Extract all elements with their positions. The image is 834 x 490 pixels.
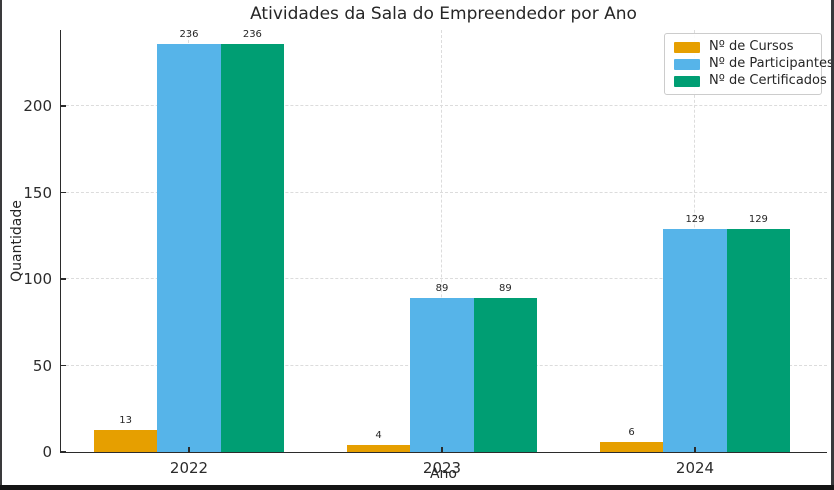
bar [346,445,411,452]
gridline-vertical [441,30,443,452]
bar-value-label: 236 [179,28,199,40]
bar-value-label: 236 [242,28,262,40]
y-tick-label: 0 [42,443,52,461]
bar [157,43,221,452]
bar [220,43,285,452]
bar-value-label: 89 [435,283,449,295]
x-tick [694,446,696,452]
window-border-right [831,0,834,490]
y-tick [61,105,66,107]
legend-item: Nº de Certificados [674,74,827,88]
y-tick-label: 200 [23,97,52,116]
gridline-horizontal [61,105,827,107]
y-tick-label: 100 [23,270,52,289]
legend-item: Nº de Participantes [674,57,834,71]
bar-value-label: 89 [499,283,512,295]
bar-value-label: 4 [375,430,382,442]
bar [410,298,474,452]
y-tick [61,191,66,194]
bar [726,228,791,452]
y-tick [61,278,66,280]
legend: Nº de Cursos Nº de Participantes Nº de Cer… [664,33,834,95]
legend-label: Nº de Certificados [709,73,827,88]
x-tick [441,446,443,452]
legend-swatch [674,41,700,53]
legend-label: Nº de Participantes [709,56,834,71]
bar-value-label: 129 [748,213,768,225]
legend-item: Nº de Cursos [674,40,812,54]
bar-value-label: 13 [119,414,132,426]
x-tick-label: 2022 [169,459,209,477]
x-tick-label: 2024 [675,459,715,477]
bar-value-label: 129 [685,213,705,225]
window-border-bottom [0,485,834,490]
chart-title: Atividades da Sala do Empreendedor por A… [250,4,637,24]
y-tick [61,451,66,453]
gridline-horizontal [61,278,827,280]
bar [473,298,538,452]
plot-area: 0 50 100 150 200 13 4 6 236 89 129 236 89 129 2022 2023… [23,28,827,477]
bar [599,441,664,452]
y-tick-label: 150 [23,183,52,202]
x-tick [188,446,190,452]
y-tick-label: 50 [32,356,52,375]
legend-swatch [674,58,700,70]
x-axis-label: Ano [429,466,457,482]
window-border-left [0,0,2,490]
bar [663,228,727,452]
bar-value-label: 6 [628,426,635,438]
gridline-horizontal [61,191,827,193]
legend-label: Nº de Cursos [709,39,794,54]
y-tick [61,364,66,367]
bar [93,429,158,452]
x-tick-label: 2023 [422,459,462,477]
legend-swatch [674,75,700,87]
